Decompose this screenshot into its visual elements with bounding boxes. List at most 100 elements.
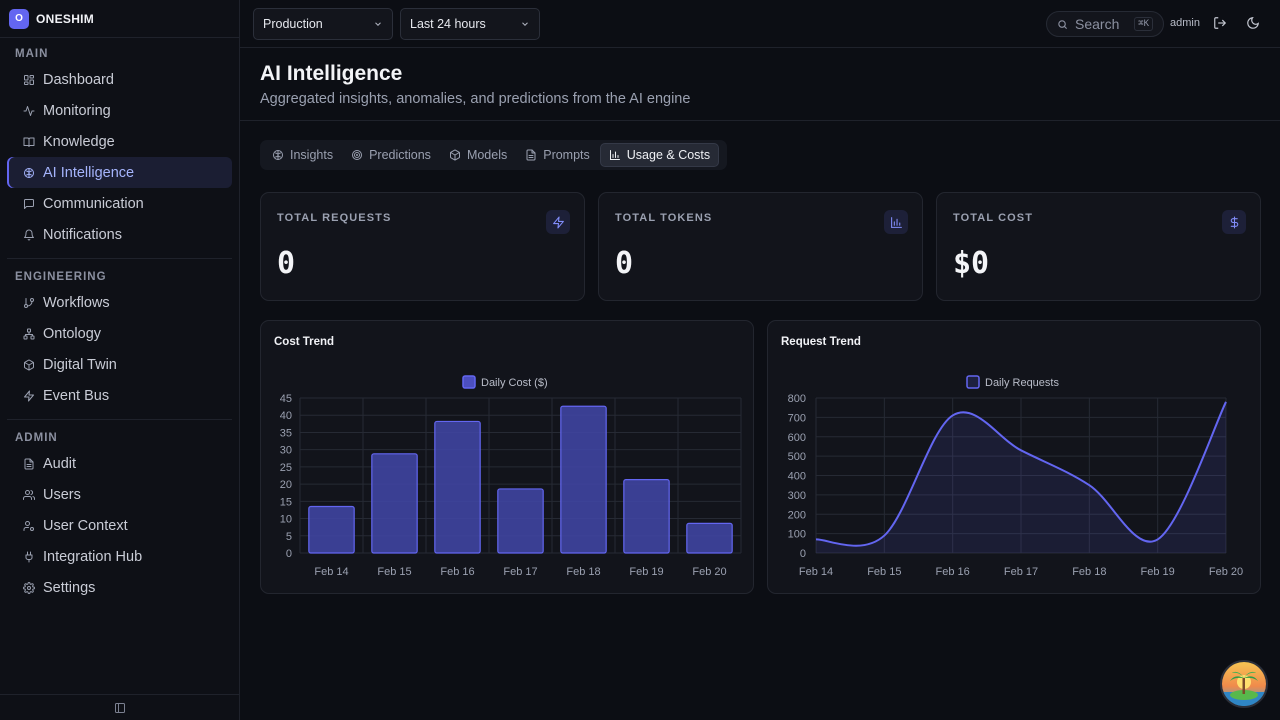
point-feb-15[interactable] <box>882 534 886 538</box>
assistant-avatar[interactable] <box>1220 660 1268 708</box>
tab-label: Usage & Costs <box>626 148 711 162</box>
zap-icon <box>24 390 34 401</box>
bar-feb-14[interactable] <box>308 505 355 554</box>
tab-label: Models <box>466 148 508 162</box>
bar-feb-17[interactable] <box>497 488 544 554</box>
sidebar-divider <box>7 258 232 259</box>
bar-feb-20[interactable] <box>686 522 733 554</box>
search-shortcut: ⌘K <box>1134 17 1153 31</box>
sidebar-item-audit[interactable]: Audit <box>7 448 232 479</box>
brain-icon <box>24 167 34 178</box>
brand[interactable]: O ONESHIM <box>0 0 239 38</box>
legend-swatch <box>462 375 476 389</box>
bar-chart-icon <box>890 216 902 228</box>
environment-value: Production <box>263 16 323 31</box>
sidebar-item-label: Users <box>43 486 81 503</box>
y-tick-label: 35 <box>280 427 292 439</box>
sidebar-item-label: Ontology <box>43 325 102 342</box>
bar-chart-icon <box>884 210 908 234</box>
sidebar-item-dashboard[interactable]: Dashboard <box>7 64 232 95</box>
cost-trend-chart: Daily Cost ($) 0 5 10 15 20 25 30 35 40 45 Feb 14 Fe… <box>280 375 742 578</box>
stat-card-total-requests: TOTAL REQUESTS 0 <box>260 192 585 301</box>
sidebar-item-notifications[interactable]: Notifications <box>7 219 232 250</box>
file-text-icon <box>525 149 537 161</box>
collapse-sidebar-button[interactable] <box>0 694 239 720</box>
sidebar-item-integration-hub[interactable]: Integration Hub <box>7 541 232 572</box>
search-input[interactable]: Search ⌘K <box>1046 11 1164 37</box>
sidebar-item-label: Notifications <box>43 226 122 243</box>
sidebar-item-settings[interactable]: Settings <box>7 572 232 603</box>
x-tick-label: Feb 18 <box>1072 566 1106 578</box>
x-tick-label: Feb 16 <box>440 566 474 578</box>
sidebar-item-ontology[interactable]: Ontology <box>7 318 232 349</box>
sidebar-item-monitoring[interactable]: Monitoring <box>7 95 232 126</box>
y-tick-label: 800 <box>788 393 806 405</box>
bar-feb-19[interactable] <box>623 479 670 554</box>
sidebar-item-label: Monitoring <box>43 102 111 119</box>
cost-trend-title: Cost Trend <box>274 336 335 348</box>
x-tick-label: Feb 14 <box>314 566 348 578</box>
point-feb-19[interactable] <box>1156 537 1160 541</box>
x-tick-label: Feb 17 <box>503 566 537 578</box>
sidebar-section-label: ENGINEERING <box>15 271 107 283</box>
bar-feb-18[interactable] <box>560 405 607 554</box>
sidebar-item-user-context[interactable]: User Context <box>7 510 232 541</box>
brain-icon <box>272 149 284 161</box>
brand-name: ONESHIM <box>36 11 95 26</box>
point-feb-17[interactable] <box>1019 448 1023 452</box>
sidebar-item-digital-twin[interactable]: Digital Twin <box>7 349 232 380</box>
time-range-select[interactable]: Last 24 hours <box>400 7 540 40</box>
point-feb-14[interactable] <box>814 537 818 541</box>
x-tick-label: Feb 18 <box>566 566 600 578</box>
network-icon <box>23 328 35 339</box>
activity-icon <box>23 105 35 116</box>
zap-icon <box>23 390 35 402</box>
sidebar-nav: MAIN Dashboard Monitoring Knowledge AI Intel… <box>0 38 239 603</box>
y-tick-label: 20 <box>280 479 292 491</box>
message-icon <box>24 198 34 209</box>
sidebar-item-workflows[interactable]: Workflows <box>7 287 232 318</box>
sidebar-item-ai-intelligence[interactable]: AI Intelligence <box>7 157 232 188</box>
sidebar: O ONESHIM MAIN Dashboard Monitoring Knowled… <box>0 0 240 720</box>
dollar-icon <box>1222 210 1246 234</box>
point-feb-18[interactable] <box>1087 483 1091 487</box>
cube-icon <box>449 149 461 161</box>
tab-prompts[interactable]: Prompts <box>517 143 598 167</box>
x-tick-label: Feb 15 <box>377 566 411 578</box>
sidebar-item-event-bus[interactable]: Event Bus <box>7 380 232 411</box>
y-tick-label: 40 <box>280 410 292 422</box>
brain-icon <box>273 150 283 160</box>
sidebar-section-label: ADMIN <box>15 432 58 444</box>
user-name: admin <box>1170 17 1200 29</box>
y-tick-label: 5 <box>286 531 292 543</box>
topbar: Production Last 24 hours Search ⌘K admin <box>240 0 1280 48</box>
series-line[interactable] <box>815 401 1227 547</box>
y-tick-label: 100 <box>788 529 806 541</box>
area-fill <box>816 401 1226 553</box>
bar-feb-15[interactable] <box>371 453 418 554</box>
request-trend-title: Request Trend <box>781 336 861 348</box>
tab-predictions[interactable]: Predictions <box>343 143 439 167</box>
sidebar-section-label: MAIN <box>15 48 49 60</box>
environment-select[interactable]: Production <box>253 7 393 40</box>
tabs: Insights Predictions Models Prompts Usage & … <box>260 140 727 170</box>
target-icon <box>351 149 363 161</box>
bar-feb-16[interactable] <box>434 420 481 554</box>
brand-logo: O <box>9 8 29 29</box>
palm-island-icon <box>1222 662 1266 706</box>
point-feb-16[interactable] <box>951 413 955 417</box>
tab-models[interactable]: Models <box>441 143 515 167</box>
stat-card-total-tokens: TOTAL TOKENS 0 <box>598 192 923 301</box>
tab-usage-costs[interactable]: Usage & Costs <box>599 143 720 167</box>
logout-icon[interactable] <box>1213 16 1227 30</box>
sidebar-item-knowledge[interactable]: Knowledge <box>7 126 232 157</box>
point-feb-20[interactable] <box>1224 400 1228 404</box>
tab-label: Insights <box>290 148 334 162</box>
sidebar-item-communication[interactable]: Communication <box>7 188 232 219</box>
cost-trend-panel: Cost Trend Daily Cost ($) 0 5 10 15 20 25 30 35 4… <box>260 320 754 594</box>
moon-icon[interactable] <box>1246 16 1260 30</box>
tab-insights[interactable]: Insights <box>264 143 341 167</box>
x-tick-label: Feb 16 <box>936 566 970 578</box>
sidebar-item-users[interactable]: Users <box>7 479 232 510</box>
stat-label: TOTAL REQUESTS <box>277 212 392 224</box>
